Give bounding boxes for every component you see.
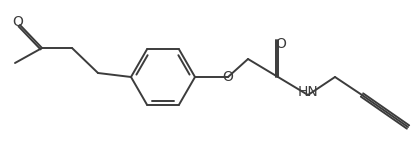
Text: O: O <box>222 70 234 84</box>
Text: HN: HN <box>298 85 318 99</box>
Text: O: O <box>12 15 23 29</box>
Text: O: O <box>276 37 286 51</box>
